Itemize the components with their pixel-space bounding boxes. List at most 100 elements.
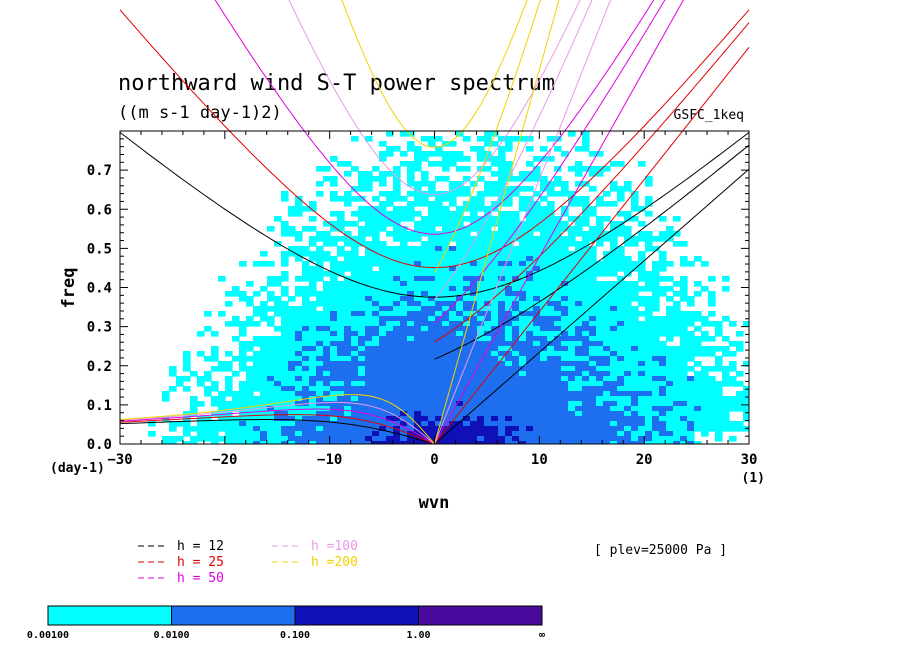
contour-cell [652,421,660,427]
contour-cell [652,346,660,352]
contour-cell [617,401,625,407]
contour-cell [589,366,597,372]
x-tick-label: 20 [636,452,653,468]
contour-cell [533,416,541,422]
contour-cell [666,426,674,432]
contour-cell [428,366,436,372]
contour-cell [596,261,604,267]
contour-cell [428,266,436,272]
contour-cell [323,421,331,427]
contour-cell [288,316,296,322]
contour-cell [596,286,604,292]
contour-cell [575,396,583,402]
contour-cell [575,441,583,444]
contour-cell [617,351,625,357]
contour-cell [505,146,513,152]
contour-cell [624,326,632,332]
contour-cell [694,411,702,417]
contour-cell [603,416,611,422]
contour-cell [568,356,576,362]
contour-cell [330,221,338,227]
contour-cell [302,276,310,282]
contour-cell [316,166,324,172]
contour-cell [554,341,562,347]
contour-cell [400,151,408,157]
contour-cell [463,416,471,422]
contour-cell [372,281,380,287]
contour-cell [351,251,359,257]
contour-cell [295,351,303,357]
contour-cell [631,411,639,417]
contour-cell [295,206,303,212]
contour-cell [274,301,282,307]
contour-cell [568,131,576,137]
contour-cell [547,156,555,162]
contour-cell [274,311,282,317]
contour-cell [428,371,436,377]
contour-cell [554,246,562,252]
contour-cell [323,326,331,332]
contour-cell [225,401,233,407]
contour-cell [547,346,555,352]
contour-cell [211,386,219,392]
contour-cell [239,326,247,332]
contour-cell [540,366,548,372]
contour-cell [386,326,394,332]
contour-cell [470,406,478,412]
contour-cell [211,356,219,362]
contour-cell [442,211,450,217]
contour-cell [687,401,695,407]
contour-cell [561,151,569,157]
contour-cell [498,301,506,307]
contour-cell [673,371,681,377]
contour-cell [183,441,191,444]
legend-label-h200: h =200 [311,555,358,570]
contour-cell [449,181,457,187]
contour-cell [421,256,429,262]
contour-cell [603,386,611,392]
mrg-wave-h100 [434,0,593,301]
contour-cell [288,386,296,392]
contour-cell [267,336,275,342]
contour-cell [596,331,604,337]
contour-cell [407,211,415,217]
contour-cell [414,346,422,352]
contour-cell [442,141,450,147]
contour-cell [267,291,275,297]
contour-cell [666,226,674,232]
contour-cell [547,311,555,317]
contour-cell [638,271,646,277]
contour-cell [372,381,380,387]
contour-cell [624,211,632,217]
contour-cell [288,306,296,312]
contour-cell [407,251,415,257]
contour-cell [736,371,744,377]
contour-cell [267,276,275,282]
contour-cell [631,241,639,247]
contour-cell [379,356,387,362]
contour-cell [582,216,590,222]
contour-cell [582,166,590,172]
contour-cell [379,311,387,317]
contour-cell [561,436,569,442]
contour-cell [596,366,604,372]
contour-cell [680,391,688,397]
contour-cell [400,286,408,292]
contour-cell [351,406,359,412]
contour-cell [295,416,303,422]
contour-cell [505,266,513,272]
contour-cell [659,291,667,297]
contour-cell [554,346,562,352]
contour-cell [386,306,394,312]
contour-cell [589,186,597,192]
contour-cell [288,396,296,402]
contour-cell [344,346,352,352]
contour-cell [330,296,338,302]
contour-cell [596,226,604,232]
contour-cell [547,421,555,427]
contour-cell [624,331,632,337]
contour-cell [246,356,254,362]
contour-cell [540,406,548,412]
contour-cell [547,376,555,382]
mrg-wave-h12 [434,144,750,360]
